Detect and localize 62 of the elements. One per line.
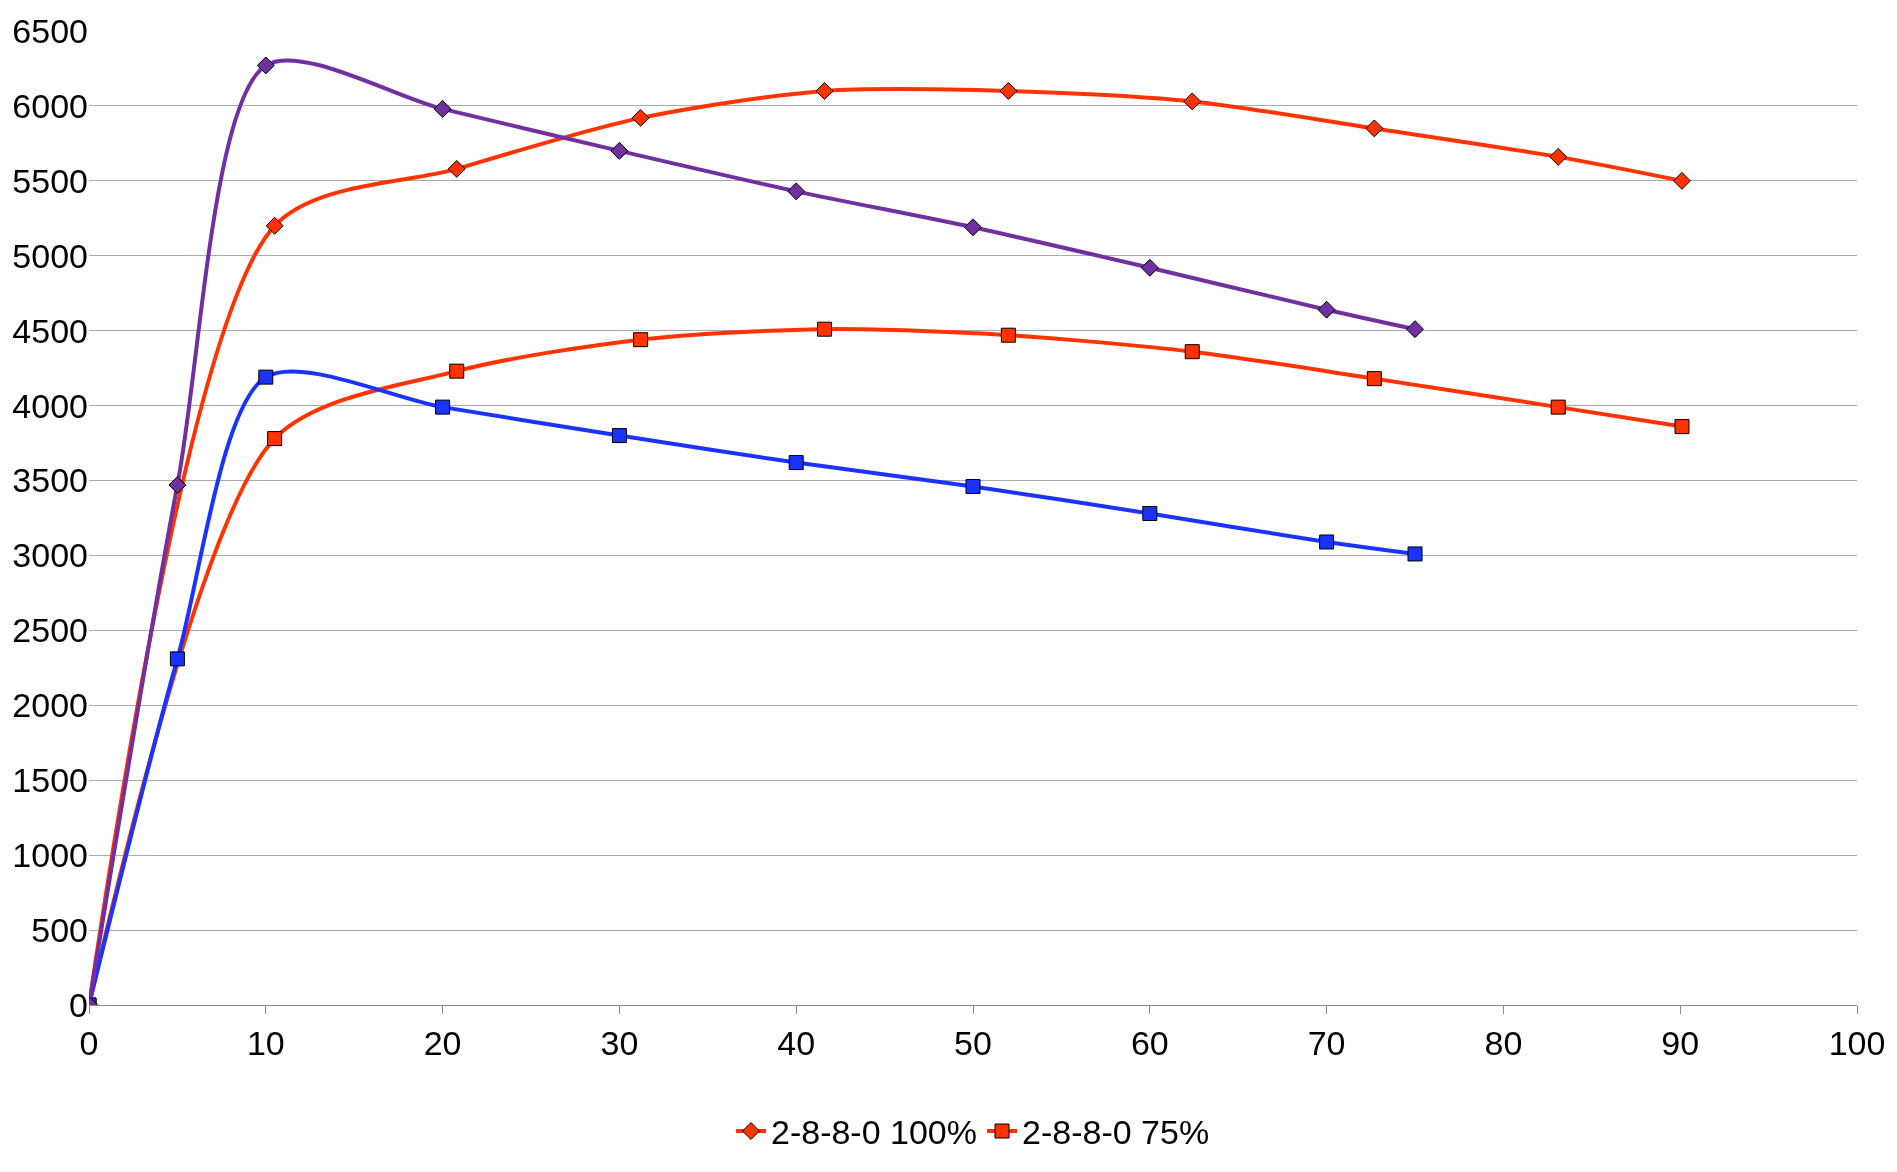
point bbox=[265, 216, 284, 235]
point bbox=[1365, 119, 1384, 138]
point bbox=[169, 651, 185, 667]
y-tick-label: 4500 bbox=[12, 311, 88, 350]
y-tick-label: 2000 bbox=[12, 686, 88, 725]
point bbox=[1142, 506, 1158, 521]
y-tick-label: 500 bbox=[31, 910, 88, 949]
x-tick-label: 70 bbox=[1307, 1023, 1346, 1062]
x-tick-label: 10 bbox=[246, 1023, 285, 1062]
point bbox=[1184, 344, 1200, 360]
point bbox=[1317, 300, 1336, 319]
point bbox=[816, 321, 832, 337]
point bbox=[447, 159, 466, 178]
x-tick-label: 100 bbox=[1828, 1023, 1886, 1062]
x-tick-label: 80 bbox=[1484, 1023, 1523, 1062]
legend-label: 2-8-8-0 100% bbox=[771, 1113, 978, 1152]
y-tick-label: 1000 bbox=[12, 836, 88, 875]
point bbox=[1366, 371, 1382, 387]
point bbox=[1319, 534, 1335, 550]
y-tick-label: 1500 bbox=[12, 761, 88, 800]
point bbox=[964, 218, 982, 237]
point bbox=[1674, 419, 1690, 435]
y-tick-label: 3000 bbox=[12, 536, 88, 575]
point bbox=[611, 428, 627, 444]
point bbox=[258, 369, 274, 385]
point bbox=[633, 332, 649, 348]
point bbox=[1549, 147, 1568, 166]
point bbox=[1183, 92, 1202, 111]
point bbox=[610, 141, 629, 160]
point bbox=[1550, 399, 1566, 415]
x-tick-label: 20 bbox=[423, 1023, 462, 1062]
point bbox=[1673, 171, 1691, 190]
point bbox=[435, 399, 451, 415]
point bbox=[631, 108, 650, 127]
x-tick-label: 30 bbox=[600, 1023, 639, 1062]
point bbox=[433, 99, 452, 118]
point bbox=[267, 431, 283, 447]
point bbox=[1140, 258, 1159, 277]
y-tick-label: 3500 bbox=[12, 461, 88, 500]
x-tick-label: 60 bbox=[1130, 1023, 1169, 1062]
point bbox=[256, 56, 275, 75]
y-tick-label: 2500 bbox=[12, 611, 88, 650]
legend-label: 2-8-8-0 75% bbox=[1022, 1113, 1210, 1152]
point bbox=[965, 479, 981, 495]
y-tick-label: 6000 bbox=[12, 86, 88, 125]
x-tick-label: 40 bbox=[777, 1023, 816, 1062]
point bbox=[1406, 320, 1424, 339]
y-tick-label: 5000 bbox=[12, 236, 88, 275]
point bbox=[1407, 546, 1423, 562]
point bbox=[999, 81, 1018, 100]
y-tick-label: 4000 bbox=[12, 386, 88, 425]
x-tick-label: 50 bbox=[954, 1023, 992, 1062]
point bbox=[788, 455, 804, 471]
point bbox=[168, 476, 187, 494]
y-tick-label: 0 bbox=[69, 985, 88, 1024]
y-tick-label: 5500 bbox=[12, 161, 88, 200]
point bbox=[815, 81, 834, 100]
point bbox=[449, 363, 465, 379]
point bbox=[1000, 327, 1016, 343]
y-tick-label: 6500 bbox=[12, 11, 88, 50]
x-tick-label: 90 bbox=[1661, 1023, 1700, 1062]
point bbox=[787, 182, 806, 201]
